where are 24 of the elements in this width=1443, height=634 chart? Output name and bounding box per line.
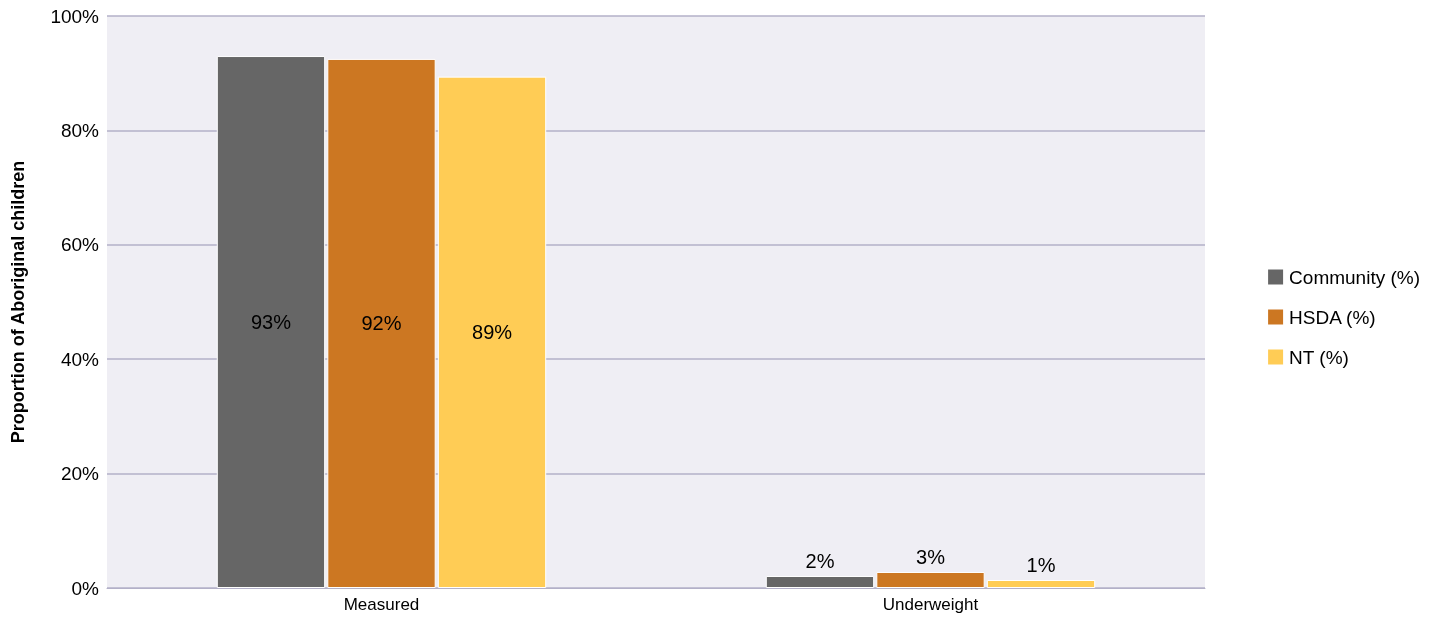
x-tick-label: Underweight (882, 595, 979, 614)
y-axis-title: Proportion of Aboriginal children (8, 160, 28, 444)
y-tick-label: 20% (60, 463, 100, 485)
data-label: 89% (472, 321, 513, 344)
data-label: 3% (916, 545, 946, 568)
bar (986, 579, 1096, 588)
y-tick-label: 80% (60, 119, 100, 141)
bar (216, 56, 326, 588)
legend-label: HSDA (%) (1289, 306, 1376, 328)
y-tick-label: 60% (60, 234, 100, 256)
legend-label: Community (%) (1289, 266, 1420, 288)
bar (876, 571, 985, 588)
x-tick-label: Measured (343, 595, 420, 614)
data-label: 1% (1026, 553, 1056, 576)
bar (437, 76, 547, 588)
data-label: 93% (250, 311, 292, 334)
legend-label: NT (%) (1289, 346, 1349, 368)
y-tick-label: 0% (71, 577, 100, 599)
data-label: 2% (805, 549, 835, 572)
bar (327, 58, 436, 588)
y-tick-label: 40% (60, 348, 100, 370)
y-tick-label: 100% (50, 5, 100, 27)
data-label: 92% (361, 312, 402, 335)
bar (765, 575, 875, 588)
